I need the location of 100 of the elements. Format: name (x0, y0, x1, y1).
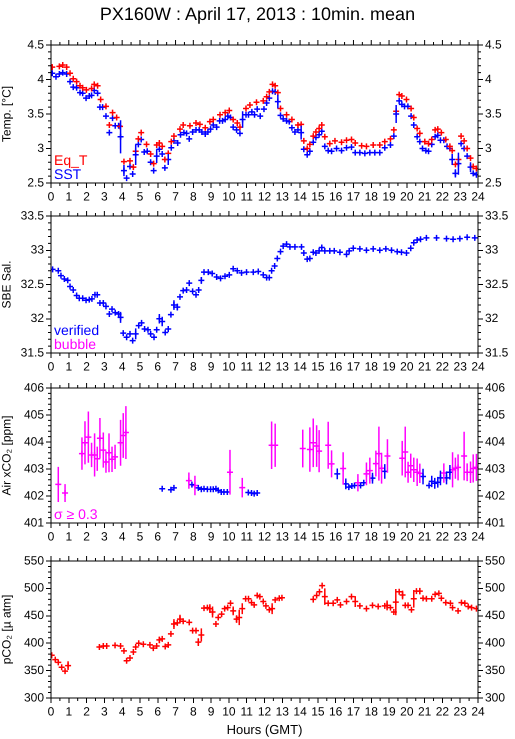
x-tick-label: 8 (190, 530, 197, 544)
x-tick-label: 23 (454, 530, 468, 544)
x-axis-title: Hours (GMT) (226, 722, 302, 737)
y-axis-title: Temp. [°C] (0, 86, 14, 142)
y2-tick-label: 300 (485, 690, 506, 704)
y2-tick-label: 450 (485, 608, 506, 622)
x-tick-label: 17 (346, 190, 360, 204)
x-tick-label: 21 (418, 360, 432, 374)
x-tick-label: 11 (240, 704, 254, 719)
y-tick-label: 3.5 (27, 106, 44, 120)
x-tick-label: 0 (48, 530, 55, 544)
x-tick-label: 10 (222, 360, 236, 374)
x-tick-label: 11 (240, 360, 254, 374)
x-tick-label: 19 (382, 190, 396, 204)
x-tick-label: 5 (136, 360, 144, 374)
x-tick-label: 23 (454, 190, 468, 204)
x-tick-label: 13 (276, 190, 290, 204)
x-tick-label: 15 (311, 360, 325, 374)
x-tick-label: 5 (136, 704, 144, 719)
x-tick-label: 12 (258, 360, 272, 374)
x-tick-label: 12 (258, 530, 272, 544)
x-tick-label: 3 (101, 704, 108, 719)
x-tick-label: 7 (172, 530, 180, 544)
y2-tick-label: 4 (485, 72, 492, 86)
y-tick-label: 450 (24, 608, 44, 622)
x-tick-label: 4 (118, 704, 126, 719)
x-tick-label: 16 (328, 190, 343, 204)
x-tick-label: 1 (65, 190, 72, 204)
y2-tick-label: 550 (485, 553, 506, 568)
y-tick-label: 500 (24, 580, 44, 595)
x-tick-label: 2 (83, 190, 90, 204)
x-tick-label: 22 (436, 704, 450, 719)
x-tick-label: 16 (328, 704, 343, 719)
x-tick-label: 4 (118, 190, 126, 204)
x-tick-label: 2 (83, 360, 90, 374)
x-tick-label: 10 (222, 530, 236, 544)
y2-tick-label: 4.5 (485, 37, 502, 52)
annotation: bubble (54, 336, 96, 352)
x-tick-label: 7 (172, 190, 180, 204)
y2-tick-label: 350 (485, 662, 506, 677)
x-tick-label: 23 (454, 704, 468, 719)
y2-tick-label: 400 (485, 636, 506, 650)
y2-tick-label: 500 (485, 580, 506, 595)
y-tick-label: 4.5 (27, 37, 44, 52)
y-axis-title: SBE Sal. (0, 260, 14, 309)
x-tick-label: 14 (293, 190, 308, 204)
chart-title: PX160W : April 17, 2013 : 10min. mean (98, 4, 416, 25)
x-tick-label: 8 (190, 190, 197, 204)
x-tick-label: 24 (471, 360, 485, 374)
x-tick-label: 18 (364, 190, 378, 204)
x-tick-label: 16 (328, 360, 343, 374)
y2-tick-label: 404 (485, 434, 506, 448)
y2-tick-label: 402 (485, 488, 506, 502)
y-tick-label: 401 (24, 515, 44, 530)
x-tick-label: 22 (436, 530, 450, 544)
y-tick-label: 33 (30, 242, 44, 257)
x-tick-label: 0 (48, 190, 55, 204)
y-tick-label: 31.5 (20, 345, 44, 360)
x-tick-label: 20 (400, 190, 414, 204)
x-tick-label: 12 (258, 704, 272, 719)
x-tick-label: 6 (154, 704, 162, 719)
y-tick-label: 403 (24, 461, 44, 476)
x-tick-label: 14 (293, 360, 308, 374)
y-tick-label: 402 (24, 488, 44, 502)
text: Eq_T (54, 152, 88, 168)
series-label: verified (54, 322, 100, 338)
y2-tick-label: 31.5 (485, 345, 509, 360)
x-tick-label: 0 (48, 360, 55, 374)
x-tick-label: 21 (418, 190, 432, 204)
x-tick-label: 20 (400, 704, 414, 719)
y-tick-label: 406 (24, 380, 44, 394)
x-tick-label: 23 (454, 360, 468, 374)
y-axis-title: Air xCO₂ [ppm] (0, 415, 14, 496)
x-tick-label: 5 (136, 530, 144, 544)
y2-tick-label: 403 (485, 461, 506, 476)
x-tick-label: 7 (172, 704, 180, 719)
x-tick-label: 18 (364, 360, 378, 374)
y-tick-label: 404 (24, 434, 44, 448)
x-tick-label: 24 (471, 704, 485, 719)
y-tick-label: 2.5 (27, 175, 44, 190)
x-tick-label: 19 (382, 704, 396, 719)
x-tick-label: 5 (136, 190, 144, 204)
y-tick-label: 3 (37, 140, 44, 155)
x-tick-label: 14 (293, 704, 308, 719)
x-tick-label: 10 (222, 704, 236, 719)
x-tick-label: 2 (83, 704, 90, 719)
x-tick-label: 24 (471, 190, 485, 204)
x-tick-label: 3 (101, 190, 108, 204)
x-tick-label: 19 (382, 530, 396, 544)
x-tick-label: 3 (101, 360, 108, 374)
y2-tick-label: 32.5 (485, 276, 509, 291)
x-tick-label: 4 (118, 530, 126, 544)
y-tick-label: 32 (30, 311, 44, 326)
x-tick-label: 13 (276, 530, 290, 544)
x-tick-label: 15 (311, 704, 325, 719)
y2-tick-label: 2.5 (485, 175, 502, 190)
x-tick-label: 6 (154, 360, 162, 374)
x-tick-label: 20 (400, 360, 414, 374)
x-tick-label: 21 (418, 530, 432, 544)
y-tick-label: 400 (24, 636, 44, 650)
